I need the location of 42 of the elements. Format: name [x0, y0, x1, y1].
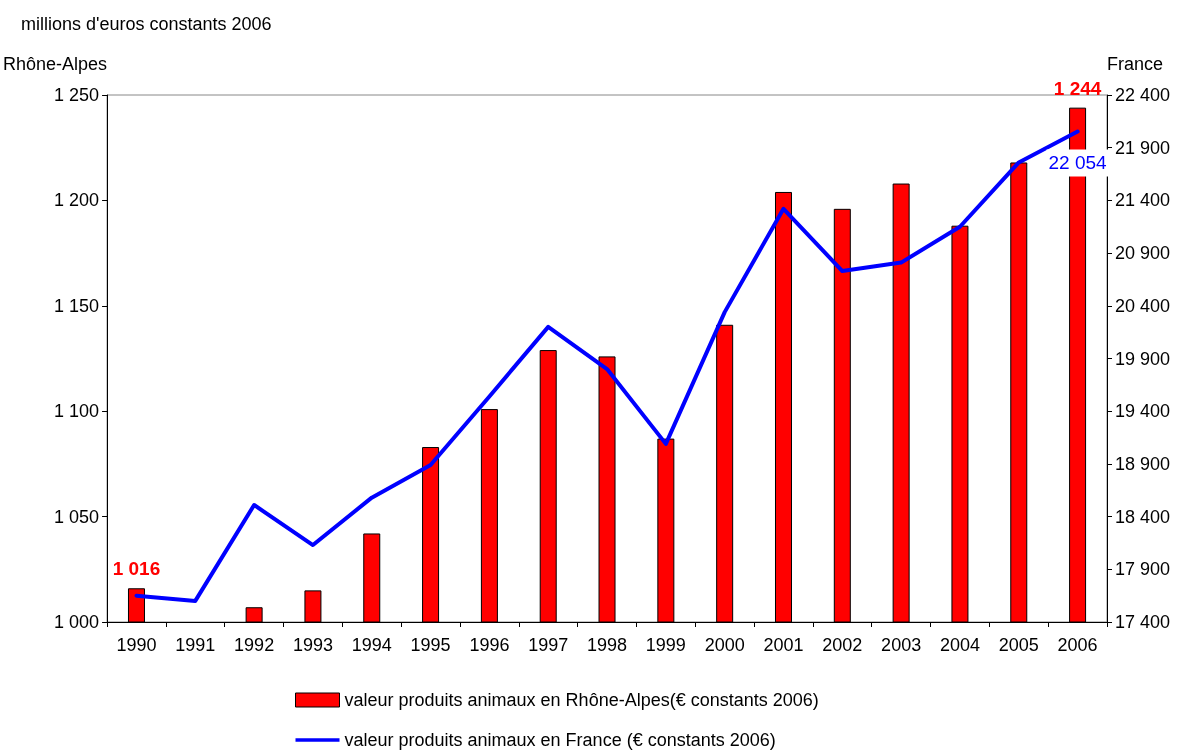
x-tick-label: 1996 — [469, 635, 510, 655]
x-tick-label: 2004 — [939, 635, 980, 655]
y-tick-label: 1 250 — [54, 85, 100, 105]
x-tick-label: 1999 — [645, 635, 686, 655]
y-tick-label: 1 100 — [54, 401, 100, 422]
x-tick-label: 1998 — [587, 635, 628, 655]
x-tick-label: 2002 — [822, 635, 863, 655]
x-tick-label: 1992 — [234, 635, 275, 655]
y2-tick-label: 20 900 — [1115, 243, 1171, 264]
y2-tick-label: 19 400 — [1115, 401, 1171, 422]
y2-tick-label: 19 900 — [1115, 348, 1171, 369]
x-tick-label: 2003 — [881, 635, 922, 655]
x-tick-label: 2006 — [1057, 635, 1098, 655]
y-tick-label: 1 150 — [54, 295, 100, 316]
data-label: 1 016 — [112, 558, 161, 580]
y2-tick-label: 21 400 — [1115, 190, 1171, 211]
y2-tick-label: 18 900 — [1115, 453, 1171, 474]
data-label: 22 054 — [1048, 152, 1108, 174]
x-tick-label: 1994 — [351, 635, 392, 655]
x-tick-label: 2005 — [998, 635, 1039, 655]
y-tick-label: 1 050 — [54, 506, 100, 527]
legend-label: valeur produits animaux en Rhône-Alpes(€ constants 2006) — [344, 690, 819, 710]
y2-tick-label: 20 400 — [1115, 295, 1171, 316]
legend-label: valeur produits animaux en France (€ constants 2006) — [344, 730, 776, 750]
y2-tick-label: 17 400 — [1115, 612, 1171, 632]
chart-title: millions d'euros constants 2006 — [21, 14, 272, 34]
y2-tick-label: 18 400 — [1115, 506, 1171, 527]
x-tick-label: 1991 — [175, 635, 216, 655]
x-tick-label: 2001 — [763, 635, 804, 655]
y2-tick-label: 17 900 — [1115, 559, 1171, 580]
y2-axis-title: France — [1107, 54, 1164, 74]
x-tick-label: 1990 — [116, 635, 157, 655]
y2-tick-label: 21 900 — [1115, 137, 1171, 158]
x-tick-label: 2000 — [704, 635, 745, 655]
y-tick-label: 1 000 — [54, 612, 100, 632]
data-label: 1 244 — [1053, 77, 1102, 99]
y-axis-title: Rhône-Alpes — [3, 54, 108, 74]
x-tick-label: 1993 — [292, 635, 333, 655]
y2-tick-label: 22 400 — [1115, 85, 1171, 105]
x-tick-label: 1995 — [410, 635, 451, 655]
x-tick-label: 1997 — [528, 635, 569, 655]
y-tick-label: 1 200 — [54, 190, 100, 211]
